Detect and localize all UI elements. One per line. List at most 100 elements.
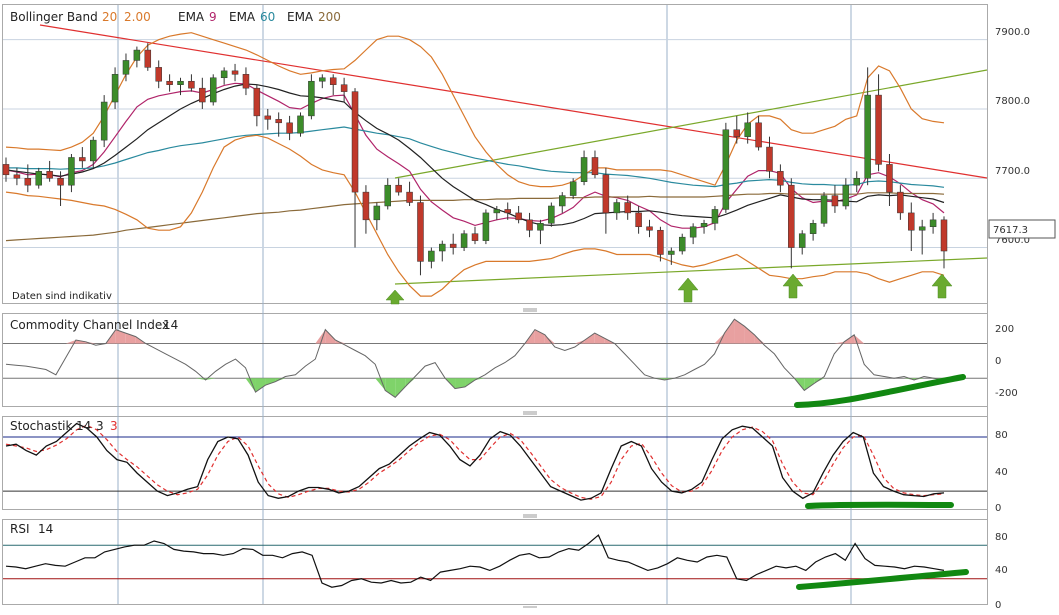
- candle-body: [79, 157, 86, 162]
- candle-body: [493, 209, 501, 214]
- candle-body: [384, 184, 391, 207]
- cci-overbought-fill: [544, 334, 555, 344]
- candle-body: [68, 157, 75, 186]
- cci-overbought-fill: [315, 329, 326, 344]
- trendline-green-lower[interactable]: [394, 257, 988, 285]
- candle-body: [504, 209, 511, 214]
- candle-body: [548, 205, 555, 224]
- candle-body: [2, 164, 10, 176]
- candle-body: [90, 139, 97, 162]
- cci-oversold-fill: [245, 378, 256, 393]
- candle-body: [253, 87, 261, 117]
- ema200-param: 200: [318, 10, 341, 24]
- candle-body: [286, 122, 293, 134]
- price-tick: 7600.0: [995, 235, 1030, 246]
- candle-body: [908, 212, 915, 231]
- cci-oversold-fill: [804, 378, 815, 391]
- price-legend: Bollinger Band 20 2.00 EMA 9 EMA 60 EMA …: [10, 10, 341, 24]
- panel-splitters[interactable]: [523, 308, 537, 608]
- candle-body: [897, 191, 904, 214]
- candle-body: [569, 181, 577, 196]
- candle-body: [155, 67, 162, 82]
- candle-body: [722, 129, 730, 210]
- candle-body: [471, 233, 479, 241]
- cci-oversold-fill: [205, 378, 216, 380]
- candle-body: [297, 115, 304, 134]
- rsi-legend: RSI 14: [10, 522, 53, 536]
- candle-body: [940, 219, 948, 252]
- candle-body: [264, 115, 272, 120]
- cci-oversold-fill: [814, 378, 825, 384]
- candle-body: [526, 219, 533, 231]
- cci-oversold-fill: [255, 378, 266, 393]
- candle-body: [831, 195, 839, 207]
- price-panel-frame: [2, 4, 988, 304]
- candle-body: [329, 77, 337, 85]
- stoch-plot: [5, 422, 945, 501]
- cci-oversold-fill: [395, 378, 406, 398]
- cci-overbought-fill: [734, 319, 745, 344]
- indicative-note: Daten sind indikativ: [12, 291, 112, 302]
- cci-line: [5, 318, 945, 398]
- candle-body: [242, 74, 250, 89]
- candle-body: [46, 171, 53, 179]
- series-bb-upper: [5, 32, 945, 188]
- stoch-param-2: 3: [96, 419, 104, 433]
- price-axis: 7900.0 7800.0 7700.0 7600.0: [995, 27, 1030, 246]
- price-tick: 7900.0: [995, 27, 1030, 38]
- candle-body: [864, 94, 871, 179]
- candle-body: [406, 191, 413, 203]
- bb-param-1: 20: [102, 10, 117, 24]
- candle-body: [13, 174, 21, 179]
- rsi-tick: 40: [995, 565, 1008, 576]
- drawn-marker-stoch: [805, 501, 954, 509]
- ema200-label: EMA: [287, 10, 314, 24]
- cci-panel-frame: [2, 313, 988, 407]
- cci-overbought-fill: [594, 333, 605, 344]
- cci-overbought-fill: [584, 333, 595, 344]
- candle-body: [199, 87, 206, 103]
- cci-overbought-fill: [325, 329, 336, 344]
- candle-body: [853, 178, 860, 186]
- candle-body: [711, 209, 719, 224]
- stoch-legend: Stochastik 14 3 3: [10, 419, 118, 433]
- cci-oversold-fill: [265, 378, 276, 386]
- stoch-param-1: 14: [76, 419, 91, 433]
- cci-overbought-fill: [714, 333, 725, 344]
- candle-body: [929, 219, 937, 228]
- cci-tick: 200: [995, 324, 1014, 335]
- stoch-k-line: [5, 422, 945, 501]
- candle-body: [591, 157, 599, 176]
- candle-body: [373, 205, 381, 221]
- price-tick: 7700.0: [995, 166, 1030, 177]
- cci-overbought-fill: [534, 329, 545, 344]
- ema60-label: EMA: [229, 10, 256, 24]
- trendline-red[interactable]: [39, 24, 988, 179]
- cci-oversold-fill: [195, 378, 206, 380]
- drawn-marker-cci: [794, 374, 966, 408]
- cci-oversold-fill: [375, 378, 386, 391]
- candle-body: [886, 164, 893, 193]
- stoch-title: Stochastik: [10, 419, 73, 433]
- cci-oversold-fill: [385, 378, 396, 398]
- candle-body: [166, 80, 173, 85]
- candle-body: [35, 171, 42, 186]
- candle-body: [700, 223, 708, 228]
- candle-body: [340, 84, 348, 92]
- candle-body: [689, 226, 697, 238]
- candle-body: [788, 184, 795, 248]
- candle-body: [580, 157, 588, 182]
- stoch-levels: [3, 436, 987, 492]
- candle-body: [537, 223, 544, 231]
- candle-body: [875, 94, 882, 165]
- candle-body: [428, 250, 435, 262]
- candle-body: [744, 122, 751, 137]
- candle-body: [646, 226, 653, 231]
- cci-oversold-fill: [275, 378, 286, 382]
- candle-body: [678, 236, 686, 252]
- candle-body: [351, 91, 359, 193]
- price-gridlines: [3, 39, 987, 249]
- candle-body: [755, 122, 762, 148]
- candle-body: [111, 74, 119, 103]
- arrow-up-icon: [931, 273, 953, 299]
